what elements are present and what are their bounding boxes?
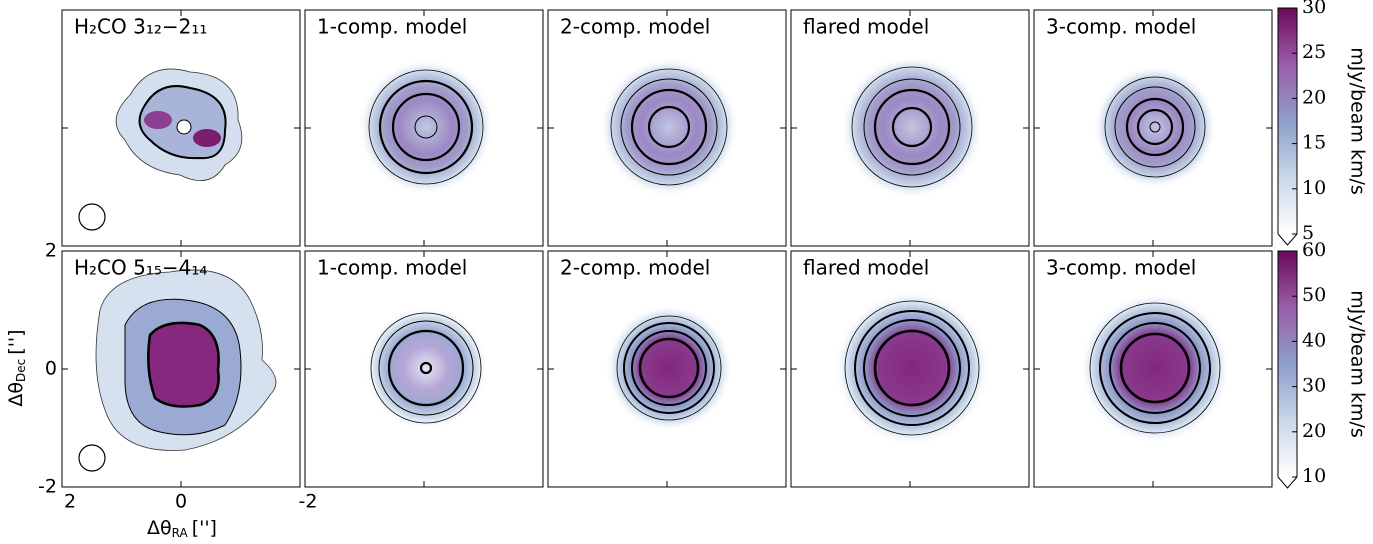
y-axis-label: ΔθDec[''] bbox=[5, 329, 28, 406]
y-tick-label: -2 bbox=[38, 476, 57, 498]
colorbar-tick-label: 10 bbox=[1302, 177, 1326, 199]
contour bbox=[863, 319, 961, 417]
contour bbox=[630, 88, 708, 166]
panel-image bbox=[78, 68, 243, 231]
y-tick-label: 2 bbox=[45, 240, 57, 262]
x-axis-label: ΔθRA [''] bbox=[147, 517, 217, 540]
emission bbox=[599, 57, 739, 197]
contour bbox=[623, 322, 715, 414]
panel-title: H₂CO 3₁₂−2₁₁ bbox=[74, 15, 207, 39]
contour bbox=[638, 337, 700, 399]
contour bbox=[1099, 312, 1211, 424]
contour bbox=[1125, 97, 1185, 157]
colorbar-tick-label: 30 bbox=[1302, 375, 1326, 397]
panel-image bbox=[599, 57, 739, 197]
colorbar-tick-label: 20 bbox=[1302, 86, 1326, 108]
colorbar bbox=[1278, 8, 1297, 234]
panel-title: 1-comp. model bbox=[317, 15, 467, 39]
emission bbox=[840, 55, 984, 199]
colorbar-label: mJy/beam km/s bbox=[1347, 47, 1369, 195]
contour bbox=[414, 115, 438, 139]
contour bbox=[1136, 108, 1174, 146]
panel-image bbox=[78, 269, 277, 472]
colorbar-tick-label: 15 bbox=[1302, 132, 1326, 154]
panel-image bbox=[1093, 65, 1217, 189]
contour bbox=[851, 66, 973, 188]
panel-title: H₂CO 5₁₅−4₁₄ bbox=[74, 256, 207, 280]
x-tick-label: -2 bbox=[299, 491, 318, 513]
contour bbox=[844, 300, 980, 436]
contour bbox=[873, 88, 951, 166]
contour bbox=[873, 329, 951, 407]
contour bbox=[616, 315, 722, 421]
emission bbox=[193, 129, 221, 147]
contour bbox=[387, 329, 465, 407]
x-tick-label: 0 bbox=[175, 491, 187, 513]
contour bbox=[368, 69, 484, 185]
colorbar-tick-label: 30 bbox=[1302, 0, 1326, 18]
colorbar-tick-label: 50 bbox=[1302, 284, 1326, 306]
emission bbox=[1093, 65, 1217, 189]
panel-title: 3-comp. model bbox=[1046, 15, 1196, 39]
panel-title: 2-comp. model bbox=[560, 15, 710, 39]
colorbar-frame bbox=[1277, 250, 1298, 477]
colorbar-frame bbox=[1277, 7, 1298, 234]
contour bbox=[863, 78, 961, 176]
contour bbox=[419, 361, 433, 375]
panel-image bbox=[364, 306, 488, 430]
contour bbox=[647, 105, 691, 149]
contour bbox=[891, 106, 933, 148]
emission bbox=[834, 290, 990, 446]
colorbar-tick-label: 40 bbox=[1302, 329, 1326, 351]
contour bbox=[378, 320, 474, 416]
panel-image bbox=[358, 59, 494, 195]
emission bbox=[1079, 292, 1231, 444]
contour bbox=[1114, 86, 1196, 168]
colorbar-tick-label: 5 bbox=[1302, 222, 1314, 244]
contour bbox=[610, 68, 728, 186]
panel-image bbox=[834, 290, 990, 446]
contour bbox=[1104, 76, 1206, 178]
beam bbox=[78, 444, 106, 472]
panel-title: 3-comp. model bbox=[1046, 256, 1196, 280]
colorbar-tick-label: 10 bbox=[1302, 465, 1326, 487]
colorbar-label: mJy/beam km/s bbox=[1347, 290, 1369, 438]
emission bbox=[144, 111, 172, 129]
emission bbox=[147, 321, 220, 408]
emission bbox=[364, 306, 488, 430]
contour bbox=[854, 310, 970, 426]
panel-title: flared model bbox=[803, 15, 929, 39]
contour bbox=[620, 78, 718, 176]
panel-image bbox=[605, 304, 733, 432]
x-tick-label: 2 bbox=[64, 491, 76, 513]
colorbar-extend bbox=[1277, 233, 1298, 246]
panel-title: flared model bbox=[803, 256, 929, 280]
y-tick-label: 0 bbox=[45, 358, 57, 380]
panel-image bbox=[840, 55, 984, 199]
colorbar-tick-label: 20 bbox=[1302, 420, 1326, 442]
panel-title: 1-comp. model bbox=[317, 256, 467, 280]
beam bbox=[78, 203, 106, 231]
contour bbox=[1149, 121, 1161, 133]
contour bbox=[1089, 302, 1221, 434]
panel-title: 2-comp. model bbox=[560, 256, 710, 280]
contour bbox=[370, 312, 482, 424]
contour bbox=[176, 119, 192, 135]
contour bbox=[631, 330, 707, 406]
colorbar-tick-label: 60 bbox=[1302, 239, 1326, 261]
colorbar-extend bbox=[1277, 476, 1298, 489]
contour bbox=[391, 92, 461, 162]
colorbar bbox=[1278, 251, 1297, 477]
contour bbox=[378, 79, 474, 175]
panel-image bbox=[1079, 292, 1231, 444]
contour bbox=[1119, 332, 1191, 404]
emission bbox=[358, 59, 494, 195]
colorbar-tick-label: 25 bbox=[1302, 41, 1326, 63]
contour bbox=[1109, 322, 1201, 414]
